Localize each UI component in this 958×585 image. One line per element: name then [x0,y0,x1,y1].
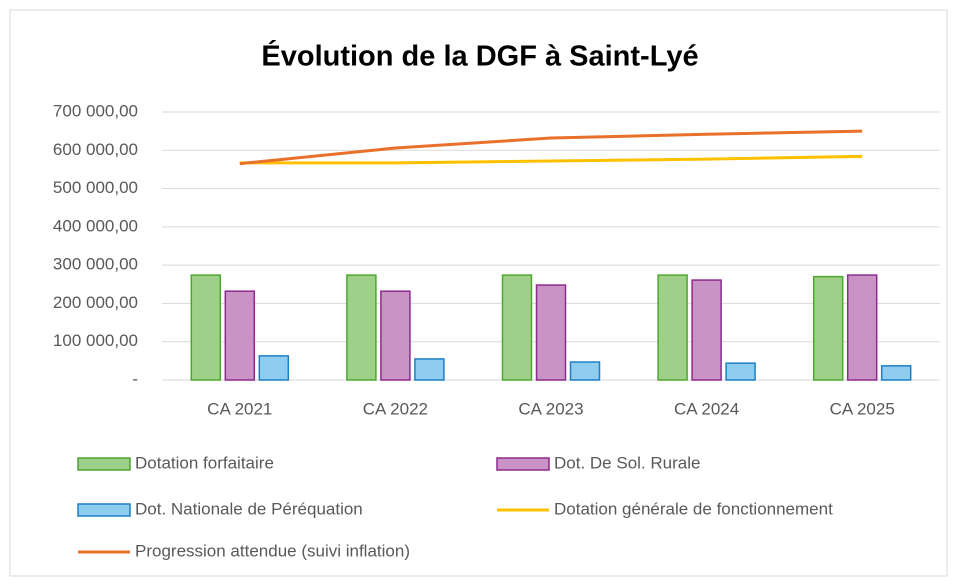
bar [224,290,256,381]
bar [501,274,533,381]
y-tick-label: 400 000,00 [53,216,138,235]
bar [535,284,567,381]
bar [725,362,756,381]
y-tick-label: 500 000,00 [53,178,138,197]
legend-swatch [77,503,131,517]
bar [657,274,688,381]
x-tick-label: CA 2021 [207,399,272,418]
bar [569,361,601,381]
legend-swatch [77,457,131,471]
legend-label: Dot. De Sol. Rurale [554,453,700,472]
legend-label: Dotation forfaitaire [135,453,274,472]
bar [812,275,844,381]
legend-label: Dot. Nationale de Péréquation [135,499,363,518]
y-tick-label: 700 000,00 [53,101,138,120]
bar [414,358,445,381]
bar [380,290,411,381]
line-series [239,154,863,165]
bar [691,279,722,381]
chart-frame [9,9,948,577]
legend-swatch [496,457,550,471]
y-tick-label: 100 000,00 [53,331,138,350]
bar [880,365,912,381]
line-series [239,129,863,166]
y-tick-label: 200 000,00 [53,293,138,312]
x-tick-label: CA 2024 [674,399,739,418]
bar [258,355,290,381]
bar [346,274,377,381]
x-tick-label: CA 2025 [830,399,895,418]
bar [846,274,878,381]
chart-title: Évolution de la DGF à Saint-Lyé [261,39,698,73]
y-tick-label: 600 000,00 [53,140,138,159]
x-tick-label: CA 2023 [518,399,583,418]
legend-label: Dotation générale de fonctionnement [554,499,833,518]
y-tick-label: 300 000,00 [53,255,138,274]
x-tick-label: CA 2022 [363,399,428,418]
y-tick-label: - [132,369,138,388]
bar [190,274,222,381]
legend-label: Progression attendue (suivi inflation) [135,541,410,560]
